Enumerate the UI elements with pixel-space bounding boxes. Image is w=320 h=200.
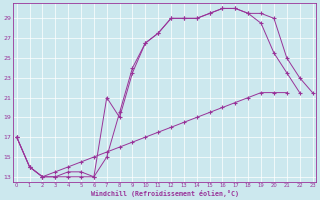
X-axis label: Windchill (Refroidissement éolien,°C): Windchill (Refroidissement éolien,°C) [91,190,239,197]
